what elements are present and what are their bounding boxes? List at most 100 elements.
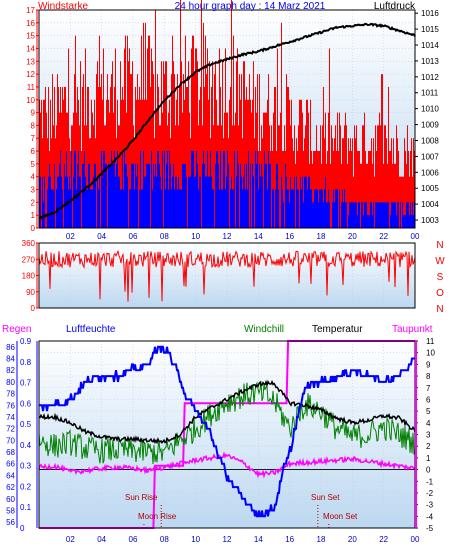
panel3-humidity-tick: 82 <box>6 366 15 375</box>
panel1-right-tick: 1013 <box>421 57 439 66</box>
panel1-right-tick: 1008 <box>421 136 439 145</box>
panel1-x-tick: 12 <box>223 232 232 241</box>
panel3-x-tick: 00 <box>411 535 420 544</box>
panel3-rain-tick: 0.5 <box>20 420 32 429</box>
panel3-humidity-tick: 76 <box>6 401 15 410</box>
panel3-x-tick: 06 <box>129 535 138 544</box>
panel1-left-tick: 1 <box>31 211 36 220</box>
panel3-humidity-tick: 86 <box>6 343 15 352</box>
panel3-humidity-tick: 64 <box>6 471 15 480</box>
panel3-humidity-tick: 68 <box>6 448 15 457</box>
windchill-title: Windchill <box>244 324 284 335</box>
panel3-rain-tick: 0.8 <box>20 358 32 367</box>
panel1-frame <box>38 9 416 229</box>
sun-rise-label: Sun Rise <box>125 493 158 502</box>
panel1-left-tick: 2 <box>31 198 36 207</box>
panel1-left-tick: 4 <box>31 173 36 182</box>
panel3-humidity-tick: 60 <box>6 495 15 504</box>
panel2-right-compass: N <box>436 240 443 251</box>
panel3-temp-tick: 5 <box>426 407 431 416</box>
panel1-right-tick: 1006 <box>421 168 439 177</box>
panel3-temp-tick: 1 <box>426 454 431 463</box>
panel1-left-tick: 11 <box>27 83 36 92</box>
panel1-left-tick: 17 <box>26 6 35 15</box>
panel3-humidity-tick: 62 <box>6 483 15 492</box>
panel3-temp-tick: -1 <box>426 477 434 486</box>
panel3-humidity-tick: 70 <box>6 436 15 445</box>
panel3-rain-tick: 0.6 <box>20 399 32 408</box>
panel3-rain-tick: 0 <box>20 524 25 533</box>
panel1-x-tick: 02 <box>66 232 75 241</box>
panel1-left-tick: 7 <box>31 134 36 143</box>
panel3-x-tick: 20 <box>348 535 357 544</box>
panel1-x-tick: 22 <box>379 232 388 241</box>
panel3-rain-tick: 0.3 <box>20 462 32 471</box>
panel1-right-tick: 1005 <box>421 184 439 193</box>
panel1-left-tick: 3 <box>31 186 36 195</box>
panel1-right-tick: 1003 <box>421 216 439 225</box>
panel3-x-tick: 08 <box>160 535 169 544</box>
panel3-temp-tick: -2 <box>426 489 434 498</box>
panel1-left-tick: 10 <box>26 96 35 105</box>
panel1-x-tick: 20 <box>348 232 357 241</box>
regen-title: Regen <box>2 324 31 335</box>
panel3-temp-tick: 0 <box>426 466 431 475</box>
panel3-x-tick: 10 <box>191 535 200 544</box>
moon-set-label: Moon Set <box>323 512 358 521</box>
panel3-x-tick: 18 <box>317 535 326 544</box>
panel1-right-tick: 1010 <box>421 105 439 114</box>
sun-set-label: Sun Set <box>311 493 340 502</box>
panel3-rain-tick: 0.2 <box>20 482 32 491</box>
panel2-right-compass: W <box>435 256 445 267</box>
luftdruck-title: Luftdruck <box>374 1 416 12</box>
pressure-line <box>38 22 416 221</box>
panel2-left-tick: 360 <box>22 239 36 248</box>
panel1-x-tick: 16 <box>285 232 294 241</box>
panel1-left-tick: 0 <box>31 224 36 233</box>
panel3-temp-tick: -5 <box>426 524 434 533</box>
panel3-x-tick: 02 <box>66 535 75 544</box>
panel3-humidity-tick: 58 <box>6 506 15 515</box>
panel3-temp-tick: 2 <box>426 442 431 451</box>
panel3-temp-tick: 11 <box>426 337 435 346</box>
panel1-x-tick: 10 <box>191 232 200 241</box>
panel1-right-tick: 1015 <box>421 25 439 34</box>
panel1-right-tick: 1014 <box>421 41 439 50</box>
panel2-left-tick: 180 <box>22 272 36 281</box>
panel3-temp-tick: -4 <box>426 512 434 521</box>
panel1-x-tick: 06 <box>129 232 138 241</box>
moon-rise-label: Moon Rise <box>138 512 177 521</box>
windchill-line <box>38 381 416 465</box>
panel2-left-tick: 90 <box>26 288 35 297</box>
panel3-humidity-tick: 72 <box>6 425 15 434</box>
temperatur-line <box>38 379 416 445</box>
panel3-temp-tick: 8 <box>426 372 431 381</box>
panel1-right-tick: 1007 <box>421 152 439 161</box>
windstarke-title: Windstarke <box>38 1 88 12</box>
panel2-right-compass: O <box>436 288 444 299</box>
panel1-right-tick: 1004 <box>421 200 439 209</box>
panel3-humidity-tick: 66 <box>6 460 15 469</box>
panel3-x-tick: 14 <box>254 535 263 544</box>
panel3-rain-tick: 0.7 <box>20 379 32 388</box>
panel3-temp-tick: -3 <box>426 501 434 510</box>
panel1-left-tick: 13 <box>26 57 35 66</box>
panel2-left-tick: 270 <box>22 255 36 264</box>
panel3-humidity-tick: 74 <box>6 413 15 422</box>
panel2-left-tick: 0 <box>31 304 36 313</box>
panel3-temp-tick: 9 <box>426 360 431 369</box>
header-title: 24 hour graph day : 14 Marz 2021 <box>175 1 326 12</box>
panel3-temp-tick: 6 <box>426 395 431 404</box>
taupunkt-title: Taupunkt <box>392 324 433 335</box>
panel3-rain-tick: 0.4 <box>20 441 32 450</box>
temperatur-title: Temperatur <box>312 324 363 335</box>
panel3-x-tick: 16 <box>285 535 294 544</box>
panel3-x-tick: 04 <box>97 535 106 544</box>
taupunkt-line <box>38 451 416 479</box>
panel1-x-tick: 18 <box>317 232 326 241</box>
panel1-x-tick: 04 <box>97 232 106 241</box>
panel1-left-tick: 12 <box>26 70 35 79</box>
panel3-x-tick: 12 <box>223 535 232 544</box>
panel1-right-tick: 1012 <box>421 73 439 82</box>
